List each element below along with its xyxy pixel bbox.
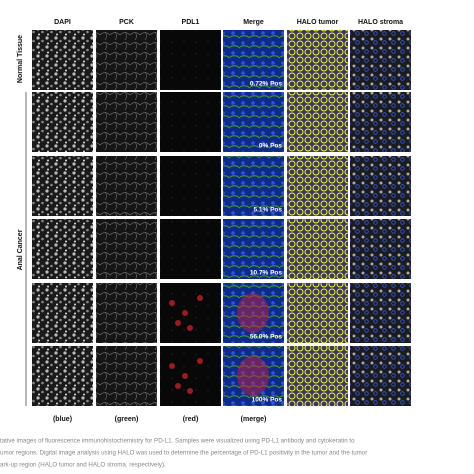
red-signal — [197, 358, 203, 364]
micrograph — [160, 30, 221, 90]
micrograph — [160, 92, 221, 152]
micrograph — [287, 92, 348, 152]
caption-line: ark-up region (HALO tumor and HALO strom… — [0, 462, 166, 469]
micrograph — [350, 283, 411, 343]
micrograph — [160, 283, 221, 343]
positivity-label: 5.1% Pos — [253, 207, 282, 214]
micrograph — [287, 30, 348, 90]
column-header: PDL1 — [182, 19, 200, 26]
row-group-label: Normal Tissue — [17, 35, 24, 83]
column-header: Merge — [243, 19, 264, 26]
channel-label: (merge) — [241, 416, 267, 423]
caption-line: umor regions. Digital image analysis usi… — [0, 450, 367, 457]
micrograph — [223, 30, 284, 90]
positivity-label: 100% Pos — [252, 397, 283, 404]
column-header: HALO stroma — [358, 19, 403, 26]
red-signal — [197, 295, 203, 301]
red-signal — [169, 300, 175, 306]
red-signal — [182, 310, 188, 316]
micrograph — [160, 156, 221, 216]
channel-label: (red) — [183, 416, 199, 423]
channel-label: (green) — [115, 416, 139, 423]
red-overlay — [237, 293, 269, 333]
column-header: HALO tumor — [297, 19, 339, 26]
micrograph — [32, 283, 93, 343]
micrograph — [160, 219, 221, 279]
micrograph — [32, 219, 93, 279]
micrograph — [287, 156, 348, 216]
micrograph — [96, 156, 157, 216]
positivity-label: 0.72% Pos — [250, 81, 283, 88]
column-header: DAPI — [54, 19, 71, 26]
channel-label: (blue) — [53, 416, 72, 423]
micrograph — [160, 346, 221, 406]
positivity-label: 56.0% Pos — [250, 334, 283, 341]
red-overlay — [237, 356, 269, 396]
micrograph — [350, 156, 411, 216]
micrograph — [96, 30, 157, 90]
image-grid — [32, 30, 411, 406]
micrograph — [223, 219, 284, 279]
caption-line: tative images of fluorescence immunohist… — [0, 438, 355, 445]
micrograph — [96, 92, 157, 152]
red-signal — [187, 388, 193, 394]
micrograph — [32, 346, 93, 406]
micrograph — [350, 346, 411, 406]
column-header: PCK — [119, 19, 134, 26]
red-signal — [175, 320, 181, 326]
micrograph — [32, 92, 93, 152]
micrograph — [32, 156, 93, 216]
red-signal — [187, 325, 193, 331]
positivity-label: 0% Pos — [259, 143, 283, 150]
micrograph — [223, 92, 284, 152]
micrograph — [350, 219, 411, 279]
micrograph — [96, 346, 157, 406]
micrograph — [350, 92, 411, 152]
micrograph — [287, 283, 348, 343]
micrograph — [223, 156, 284, 216]
micrograph — [96, 219, 157, 279]
red-signal — [169, 363, 175, 369]
red-signal — [175, 383, 181, 389]
micrograph — [350, 30, 411, 90]
micrograph — [32, 30, 93, 90]
positivity-label: 10.7% Pos — [250, 270, 283, 277]
row-group-label: Anal Cancer — [17, 229, 24, 270]
micrograph — [96, 283, 157, 343]
micrograph — [287, 219, 348, 279]
red-signal — [182, 373, 188, 379]
micrograph — [287, 346, 348, 406]
